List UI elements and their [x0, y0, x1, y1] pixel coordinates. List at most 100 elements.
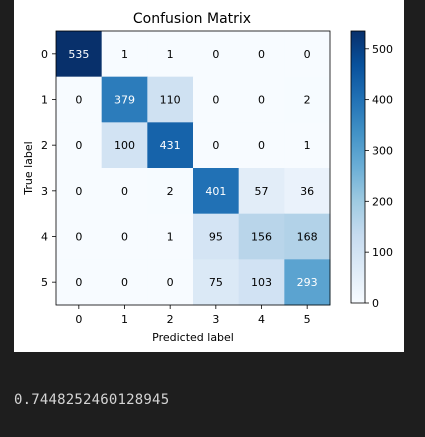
heatmap-cell-3-2 — [147, 168, 194, 215]
heatmap-cell-0-3 — [193, 31, 240, 78]
cell-value-0-4: 0 — [258, 48, 265, 61]
heatmap-cell-1-0 — [56, 76, 103, 123]
cell-value-0-0: 535 — [68, 48, 89, 61]
confusion-matrix-chart: Confusion Matrix True label Predicted la… — [22, 11, 393, 344]
y-tick-label-2: 2 — [41, 139, 48, 152]
heatmap-cell-4-4 — [238, 213, 285, 260]
heatmap-cell-0-1 — [101, 31, 148, 78]
cell-value-1-0: 0 — [75, 94, 82, 107]
heatmap-cell-2-0 — [56, 122, 103, 169]
y-axis-label: True label — [22, 141, 35, 195]
x-tick-label-2: 2 — [167, 313, 174, 326]
cell-value-3-0: 0 — [75, 185, 82, 198]
cell-value-3-4: 57 — [255, 185, 269, 198]
heatmap-cell-3-1 — [101, 168, 148, 215]
heatmap-cell-0-2 — [147, 31, 194, 78]
heatmap-cell-1-1 — [101, 76, 148, 123]
cell-value-0-5: 0 — [304, 48, 311, 61]
cell-value-2-5: 1 — [304, 139, 311, 152]
heatmap-cell-0-5 — [284, 31, 331, 78]
heatmap-cell-4-0 — [56, 213, 103, 260]
chart-title: Confusion Matrix — [133, 11, 251, 27]
x-tick-label-5: 5 — [304, 313, 311, 326]
x-tick-label-0: 0 — [75, 313, 82, 326]
heatmap-cell-labels: 535 1 1 0 0 00 379 110 0 0 20 100 431 0 0 10 0 2 401 57 360 0… — [68, 48, 317, 289]
cell-value-2-2: 431 — [160, 139, 181, 152]
cell-value-4-5: 168 — [297, 231, 318, 244]
cell-value-0-3: 0 — [212, 48, 219, 61]
colorbar-tick-label-5: 500 — [372, 43, 393, 56]
cell-value-3-2: 2 — [167, 185, 174, 198]
cell-value-1-4: 0 — [258, 94, 265, 107]
y-tick-label-3: 3 — [41, 185, 48, 198]
heatmap-cell-4-2 — [147, 213, 194, 260]
x-tick-label-4: 4 — [258, 313, 265, 326]
cell-value-0-1: 1 — [121, 48, 128, 61]
heatmap-cell-1-4 — [238, 76, 285, 123]
heatmap-cell-5-5 — [284, 259, 331, 306]
heatmap-cell-1-2 — [147, 76, 194, 123]
cell-value-1-5: 2 — [304, 94, 311, 107]
x-axis-label: Predicted label — [152, 331, 234, 344]
x-tick-label-1: 1 — [121, 313, 128, 326]
heatmap-cell-3-0 — [56, 168, 103, 215]
cell-value-3-5: 36 — [300, 185, 314, 198]
colorbar-tick-label-0: 0 — [372, 297, 379, 310]
cell-value-2-3: 0 — [212, 139, 219, 152]
cell-value-2-0: 0 — [75, 139, 82, 152]
y-tick-label-1: 1 — [41, 94, 48, 107]
cell-value-2-4: 0 — [258, 139, 265, 152]
cell-value-2-1: 100 — [114, 139, 135, 152]
cell-value-5-2: 0 — [167, 276, 174, 289]
heatmap-cell-2-4 — [238, 122, 285, 169]
cell-value-5-0: 0 — [75, 276, 82, 289]
heatmap-cell-1-3 — [193, 76, 240, 123]
y-tick-label-0: 0 — [41, 48, 48, 61]
heatmap-cell-5-0 — [56, 259, 103, 306]
confusion-matrix-figure: Confusion Matrix True label Predicted la… — [14, 0, 404, 352]
y-tick-label-4: 4 — [41, 231, 48, 244]
colorbar-tick-label-3: 300 — [372, 144, 393, 157]
heatmap-cell-0-0 — [56, 31, 103, 78]
heatmap-cell-5-1 — [101, 259, 148, 306]
cell-value-1-3: 0 — [212, 94, 219, 107]
colorbar-tick-label-2: 200 — [372, 195, 393, 208]
cell-value-4-1: 0 — [121, 231, 128, 244]
cell-value-5-1: 0 — [121, 276, 128, 289]
heatmap-cell-2-2 — [147, 122, 194, 169]
y-tick-label-5: 5 — [41, 276, 48, 289]
colorbar — [350, 30, 366, 304]
cell-value-0-2: 1 — [167, 48, 174, 61]
cell-value-5-3: 75 — [209, 276, 223, 289]
colorbar-tick-label-1: 100 — [372, 246, 393, 259]
colorbar-ticks: 0 100 200 300 400 500 — [365, 43, 393, 310]
cell-value-4-3: 95 — [209, 231, 223, 244]
heatmap-cell-4-5 — [284, 213, 331, 260]
heatmap-cell-5-3 — [193, 259, 240, 306]
x-axis-ticks: 0 1 2 3 4 5 — [75, 305, 311, 326]
heatmap-cell-0-4 — [238, 31, 285, 78]
cell-value-5-5: 293 — [297, 276, 318, 289]
heatmap-cell-1-5 — [284, 76, 331, 123]
cell-value-3-3: 401 — [205, 185, 226, 198]
x-tick-label-3: 3 — [212, 313, 219, 326]
heatmap-cell-3-3 — [193, 168, 240, 215]
heatmap-cell-4-3 — [193, 213, 240, 260]
heatmap-cell-4-1 — [101, 213, 148, 260]
cell-value-5-4: 103 — [251, 276, 272, 289]
cell-output-text: 0.7448252460128945 — [14, 392, 170, 408]
heatmap-cell-2-1 — [101, 122, 148, 169]
cell-value-4-4: 156 — [251, 231, 272, 244]
heatmap-cell-5-4 — [238, 259, 285, 306]
heatmap-cell-2-5 — [284, 122, 331, 169]
plot-frame — [55, 30, 331, 306]
colorbar-tick-label-4: 400 — [372, 94, 393, 107]
heatmap-cell-3-5 — [284, 168, 331, 215]
y-axis-ticks: 0 1 2 3 4 5 — [41, 48, 56, 289]
cell-value-4-0: 0 — [75, 231, 82, 244]
cell-value-1-1: 379 — [114, 94, 135, 107]
heatmap-cell-5-2 — [147, 259, 194, 306]
heatmap-cells — [56, 31, 331, 306]
heatmap-cell-3-4 — [238, 168, 285, 215]
cell-value-1-2: 110 — [160, 94, 181, 107]
